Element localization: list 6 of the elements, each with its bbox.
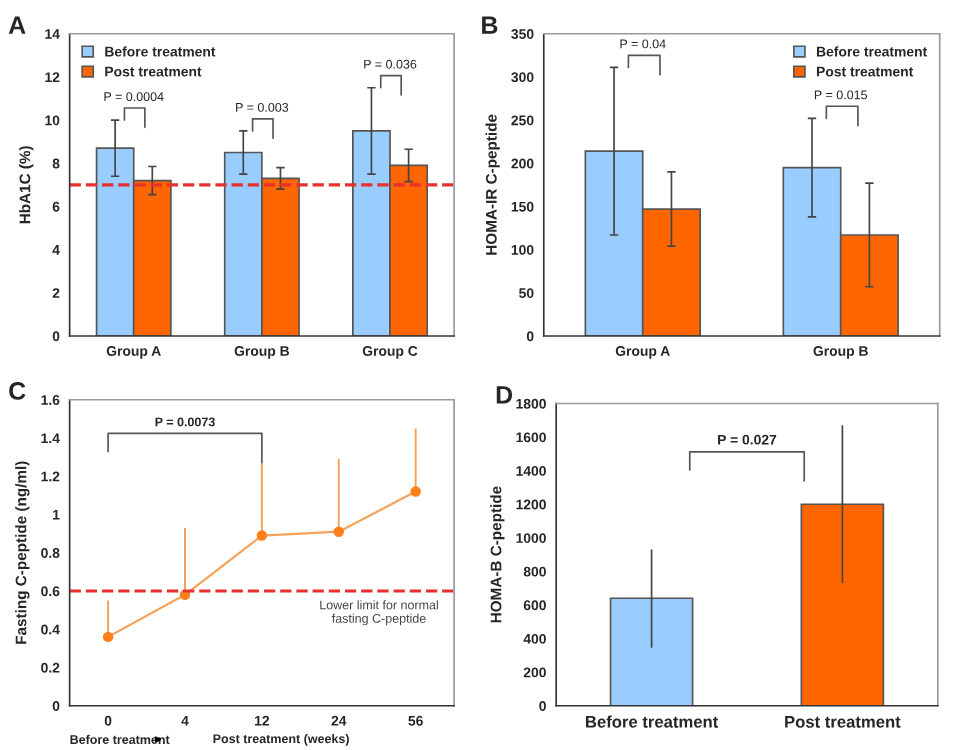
chart-title: A bbox=[8, 16, 26, 34]
chart-title: D bbox=[496, 386, 513, 404]
x-tick-label: Before treatment bbox=[586, 715, 719, 728]
x-tick-label: Post treatment bbox=[785, 716, 901, 728]
chart-title: B bbox=[482, 16, 498, 34]
chart-title: C bbox=[9, 382, 26, 400]
